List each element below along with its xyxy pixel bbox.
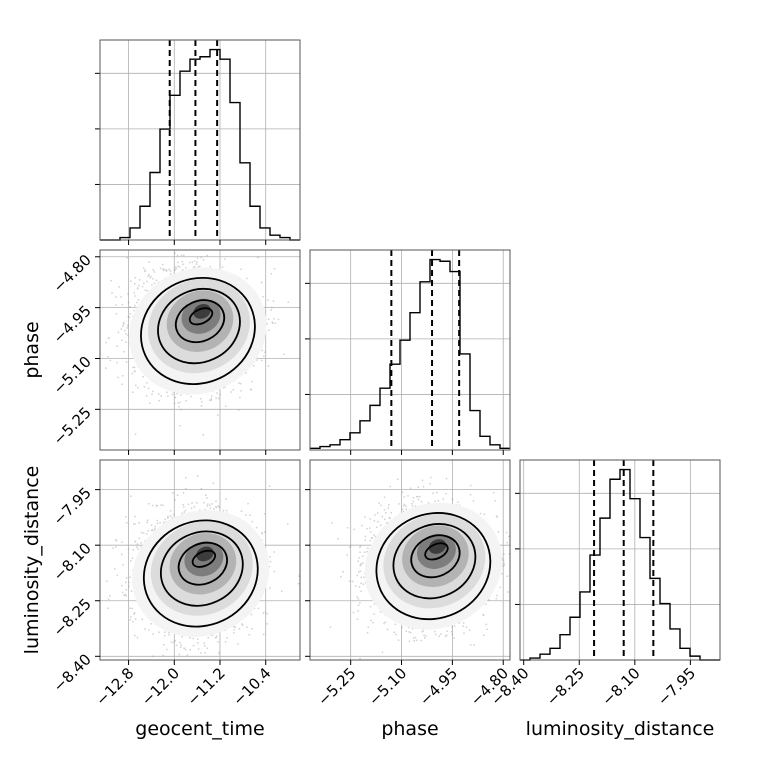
joint-geocent-time-phase-contour-3	[188, 307, 214, 326]
joint-geocent-time-phase-content	[105, 250, 289, 436]
joint-phase-luminosity-distance-contour-2	[410, 534, 461, 579]
hist-geocent-time-steps	[100, 48, 300, 241]
y-axis-label-phase: phase	[21, 321, 43, 378]
axis-labels: geocent_time phase luminosity_distance p…	[21, 321, 714, 740]
joint-geocent-time-luminosity-distance-contour-0	[142, 519, 259, 628]
hist-phase-frame	[309, 249, 511, 451]
hist-geocent-time-panel	[95, 39, 301, 245]
joint-geocent-time-phase-contour-0	[140, 276, 256, 385]
hist-luminosity-distance-steps	[520, 468, 720, 661]
joint-phase-luminosity-distance-contour-1	[392, 523, 477, 600]
joint-geocent-time-phase-contour-2	[174, 299, 226, 344]
joint-geocent-time-phase-frame	[99, 249, 301, 451]
joint-geocent-time-luminosity-distance-frame	[99, 459, 301, 661]
hist-luminosity-distance-frame	[519, 459, 721, 661]
joint-phase-luminosity-distance-contour-0	[375, 512, 492, 621]
joint-phase-luminosity-distance-content	[329, 476, 510, 660]
joint-geocent-time-phase-contour-1	[157, 288, 241, 365]
joint-phase-luminosity-distance-contour-3	[424, 542, 449, 561]
joint-geocent-time-luminosity-distance-contour-2	[177, 541, 228, 586]
x-axis-label-phase: phase	[381, 718, 438, 740]
hist-phase-panel	[305, 249, 511, 455]
y-axis-label-luminosity-distance: luminosity_distance	[21, 466, 43, 655]
joint-geocent-time-luminosity-distance-contour-3	[191, 549, 217, 568]
x-axis-label-luminosity-distance: luminosity_distance	[526, 718, 715, 740]
hist-phase-steps	[310, 258, 510, 449]
joint-geocent-time-luminosity-distance-content	[106, 475, 300, 658]
joint-phase-luminosity-distance-frame	[309, 459, 511, 661]
joint-geocent-time-luminosity-distance-contour-1	[159, 530, 244, 607]
hist-geocent-time-frame	[99, 39, 301, 241]
x-axis-label-geocent-time: geocent_time	[135, 718, 264, 740]
